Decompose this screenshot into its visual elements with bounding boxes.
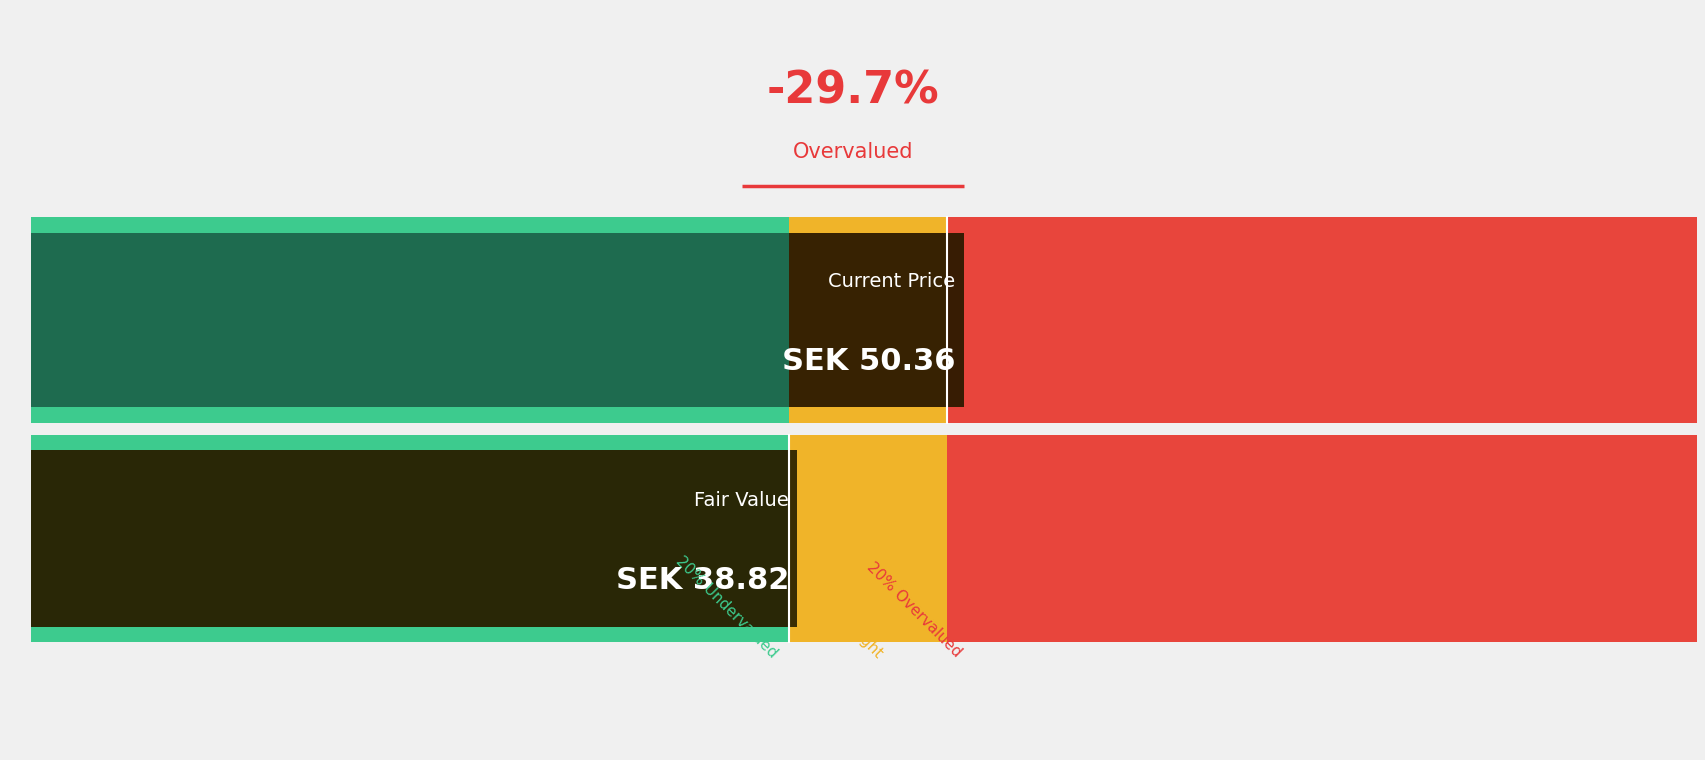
Text: Overvalued: Overvalued [793, 142, 912, 162]
Bar [31, 450, 789, 627]
Bar [31, 435, 789, 450]
Bar [789, 217, 946, 233]
Bar [946, 435, 1696, 450]
Bar [31, 217, 789, 233]
Bar [946, 233, 1696, 407]
Bar [31, 233, 789, 407]
Text: Current Price: Current Price [829, 273, 955, 291]
Bar [946, 627, 1696, 642]
Bar [946, 450, 1696, 627]
Bar [789, 435, 946, 450]
Bar [946, 407, 1696, 423]
Bar [789, 407, 946, 423]
Text: SEK 50.36: SEK 50.36 [781, 347, 955, 376]
Text: -29.7%: -29.7% [766, 70, 939, 112]
Bar [789, 450, 946, 627]
Bar [946, 217, 1696, 233]
Text: Fair Value: Fair Value [694, 491, 788, 510]
Bar [789, 233, 963, 407]
Bar [31, 407, 789, 423]
Text: SEK 38.82: SEK 38.82 [616, 565, 788, 595]
Bar [789, 233, 946, 407]
Text: 20% Undervalued: 20% Undervalued [673, 553, 781, 660]
Bar [31, 627, 789, 642]
Text: About Right: About Right [810, 586, 885, 660]
Bar [789, 627, 946, 642]
Text: 20% Overvalued: 20% Overvalued [863, 560, 963, 660]
Bar [31, 450, 796, 627]
